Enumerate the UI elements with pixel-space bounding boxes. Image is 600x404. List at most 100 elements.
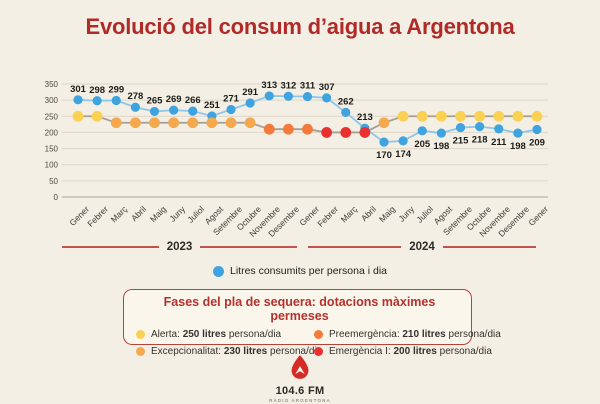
- phase-limit-point-emergencia: [321, 127, 333, 138]
- data-label: 170: [376, 150, 392, 161]
- data-label: 298: [89, 85, 105, 96]
- consumption-point: [341, 107, 351, 118]
- drought-phases-box: Fases del pla de sequera: dotacions màxi…: [123, 289, 501, 357]
- consumption-point: [302, 91, 313, 102]
- phase-limit-point-alerta: [493, 110, 505, 122]
- data-label: 198: [510, 141, 526, 152]
- consumption-series-dot-icon: [213, 265, 224, 277]
- y-axis-tick: 0: [54, 193, 59, 202]
- phase-limit-point-alerta: [455, 110, 466, 122]
- phase-limit-point-alerta: [397, 110, 409, 122]
- phase-limit-point-alerta: [474, 110, 486, 122]
- phase-item-text: Excepcionalitat: 230 litres persona/dia: [151, 346, 323, 357]
- phase-limit-point-alerta: [72, 110, 84, 122]
- data-label: 209: [529, 138, 545, 149]
- phase-limit-point-alerta: [435, 110, 447, 122]
- consumption-point: [245, 98, 255, 108]
- data-label: 266: [185, 95, 201, 106]
- y-axis-tick: 200: [45, 128, 59, 137]
- data-label: 262: [338, 96, 354, 107]
- phase-dot-preemergencia-icon: [314, 330, 323, 339]
- phase-item-excepcionalitat: Excepcionalitat: 230 litres persona/dia: [136, 344, 322, 359]
- phase-item-text: Emergència I: 200 litres persona/dia: [329, 346, 492, 357]
- data-label: 269: [166, 94, 182, 105]
- phase-item-preemergencia: Preemergència: 210 litres persona/dia: [314, 327, 501, 342]
- phase-limit-point-alerta: [416, 110, 428, 122]
- phase-limit-point-alerta: [531, 110, 543, 122]
- phase-limit-point-alerta: [512, 110, 524, 122]
- consumption-point: [455, 122, 466, 133]
- y-axis-tick: 300: [45, 96, 59, 105]
- data-label: 312: [280, 80, 296, 91]
- phase-item-text: Alerta: 250 litres persona/dia: [151, 329, 282, 340]
- data-label: 205: [414, 139, 431, 150]
- data-label: 215: [453, 136, 470, 147]
- phase-limit-point-preemergencia: [263, 123, 275, 135]
- radio-logo: 104.6 FM RÀDIO ARGENTONA: [0, 354, 600, 404]
- phase-limit-point-emergencia: [340, 127, 352, 138]
- year-label: 2024: [409, 241, 435, 253]
- phase-limit-point-excepcionalitat: [110, 117, 122, 129]
- phase-limit-point-excepcionalitat: [206, 117, 218, 129]
- phase-dot-emergencia-icon: [314, 347, 323, 356]
- data-label: 311: [300, 81, 316, 92]
- phase-limit-point-excepcionalitat: [378, 117, 390, 129]
- data-label: 313: [261, 80, 277, 91]
- water-drop-logo-icon: [291, 355, 309, 379]
- consumption-point: [532, 124, 542, 135]
- consumption-point: [513, 128, 523, 138]
- data-label: 211: [491, 137, 507, 148]
- phase-item-emergencia: Emergència I: 200 litres persona/dia: [314, 344, 501, 359]
- y-axis-tick: 50: [49, 177, 58, 186]
- consumption-point: [149, 106, 160, 117]
- consumption-point: [188, 106, 198, 116]
- consumption-point: [169, 105, 179, 115]
- data-label: 278: [127, 91, 143, 102]
- consumption-point: [436, 128, 446, 138]
- y-axis-tick: 350: [45, 80, 59, 89]
- data-label: 301: [70, 84, 87, 95]
- year-divider-2024: 2024: [308, 240, 536, 254]
- phase-item-alerta: Alerta: 250 litres persona/dia: [136, 327, 314, 342]
- consumption-point: [226, 104, 236, 115]
- consumption-point: [475, 122, 485, 132]
- consumption-point: [73, 95, 83, 105]
- phases-box-title: Fases del pla de sequera: dotacions màxi…: [163, 295, 436, 323]
- page-title: Evolució del consum d’aigua a Argentona: [85, 14, 515, 39]
- phase-limit-point-excepcionalitat: [168, 117, 180, 129]
- consumption-point: [283, 91, 293, 101]
- consumption-point: [92, 96, 102, 106]
- phases-grid: Alerta: 250 litres persona/dia Excepciona…: [136, 327, 501, 359]
- data-label: 299: [108, 84, 124, 95]
- consumption-point: [264, 91, 274, 101]
- phase-item-text: Preemergència: 210 litres persona/dia: [329, 329, 501, 340]
- divider-line: [200, 246, 297, 248]
- chart-legend: Litres consumits per persona i dia: [0, 265, 600, 277]
- phase-limit-point-preemergencia: [302, 123, 313, 135]
- consumption-series-label: Litres consumits per persona i dia: [230, 265, 387, 277]
- divider-line: [62, 246, 159, 248]
- phase-limit-point-excepcionalitat: [244, 117, 256, 129]
- y-axis-tick: 250: [45, 112, 59, 121]
- data-label: 265: [147, 95, 164, 106]
- consumption-point: [130, 102, 140, 112]
- consumption-point: [379, 137, 389, 147]
- data-label: 251: [204, 100, 221, 111]
- y-axis-tick: 150: [45, 145, 59, 154]
- consumption-point: [322, 93, 332, 103]
- data-label: 291: [242, 87, 259, 98]
- consumption-point: [417, 126, 427, 136]
- consumption-point: [398, 136, 408, 146]
- consumption-point: [494, 124, 504, 134]
- data-label: 307: [319, 82, 335, 93]
- data-label: 198: [433, 141, 449, 152]
- phase-limit-point-preemergencia: [282, 123, 294, 135]
- divider-line: [442, 246, 536, 248]
- station-name: 104.6 FM: [275, 385, 325, 397]
- phase-limit-point-excepcionalitat: [187, 117, 199, 129]
- year-divider-2023: 2023: [62, 240, 297, 254]
- consumption-point: [111, 95, 121, 106]
- phase-limit-point-excepcionalitat: [129, 117, 141, 129]
